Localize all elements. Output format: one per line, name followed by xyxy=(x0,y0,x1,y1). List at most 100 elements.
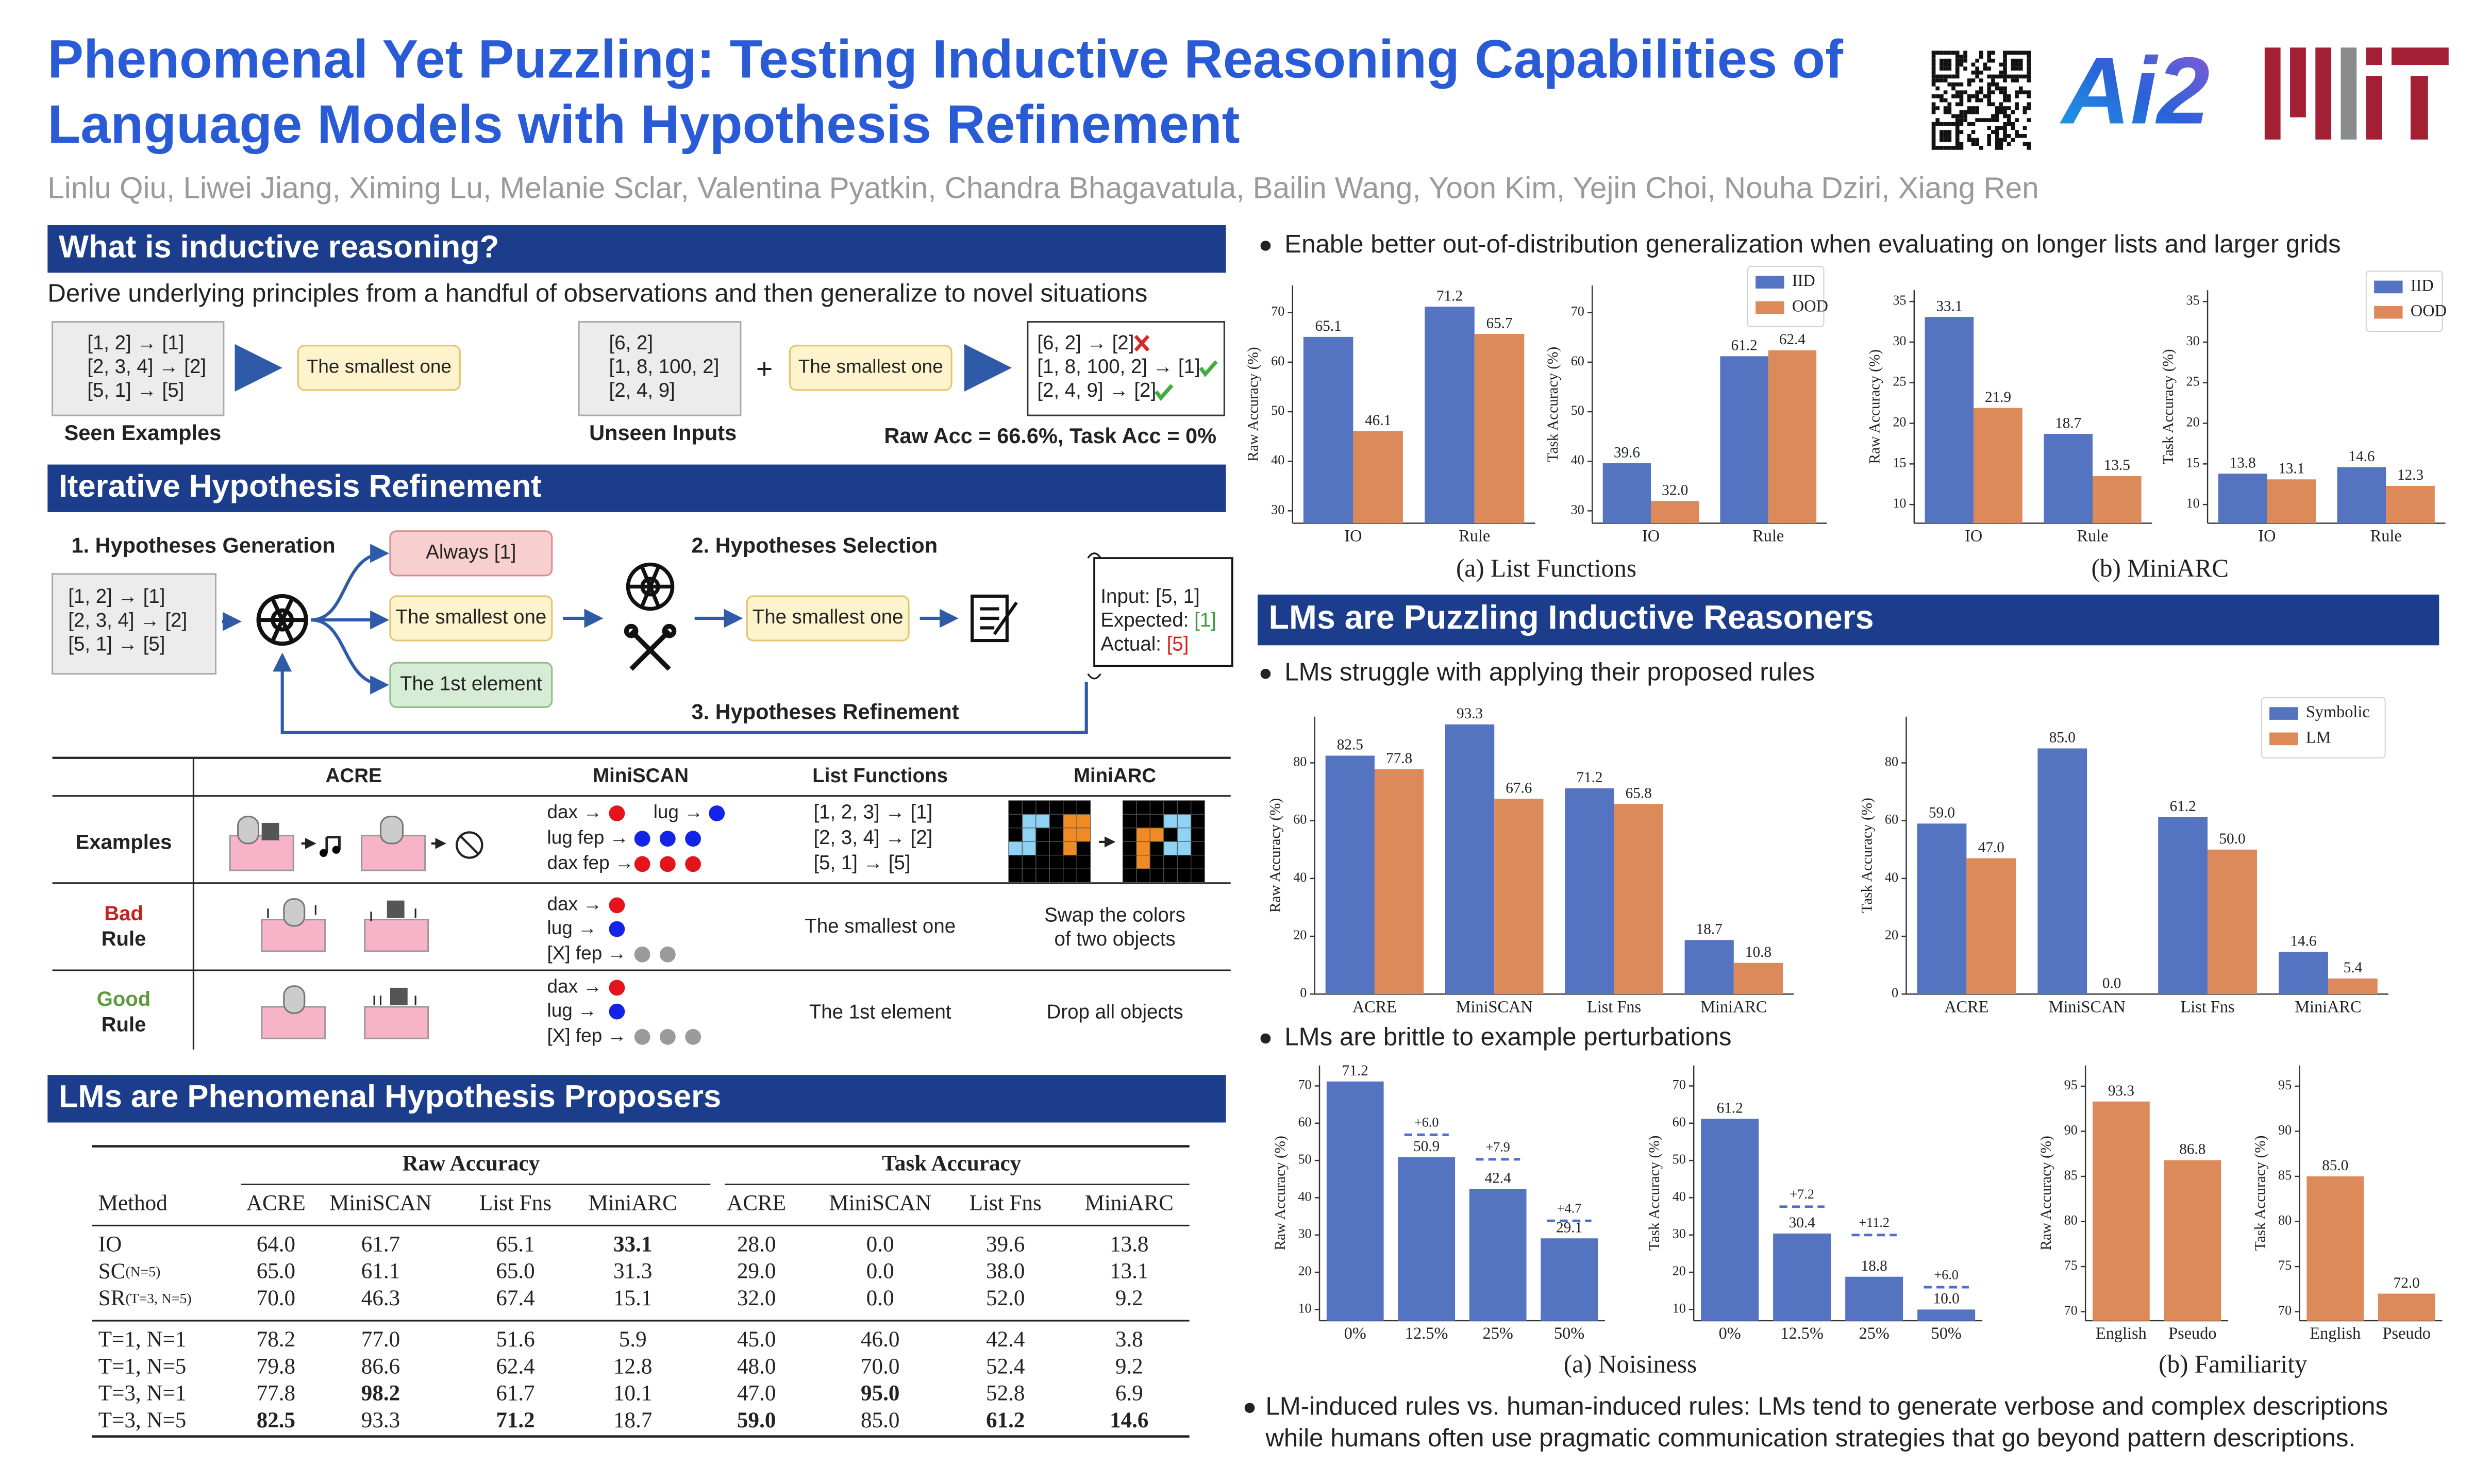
x-tick-label: MiniSCAN xyxy=(2049,997,2126,1016)
qr-cell xyxy=(2003,66,2007,71)
table-cell: 46.0 xyxy=(861,1327,899,1352)
y-tick-label: 70 xyxy=(1298,1077,1311,1092)
qr-cell xyxy=(2003,110,2007,114)
qr-cell xyxy=(1959,118,1964,122)
qr-cell xyxy=(2003,94,2007,98)
arc-cell xyxy=(1049,868,1064,883)
value-label: 33.1 xyxy=(1936,298,1962,314)
y-axis-label: Raw Accuracy (%) xyxy=(1245,347,1262,461)
table-cell: 33.1 xyxy=(613,1232,652,1256)
increase-label: +6.0 xyxy=(1414,1115,1439,1130)
example: [5, 1] → [5] xyxy=(68,633,165,655)
y-tick-label: 30 xyxy=(1571,502,1584,517)
bar xyxy=(2306,1176,2364,1321)
qr-cell xyxy=(1963,90,1967,95)
table-cell: 32.0 xyxy=(737,1286,776,1310)
table-cell: 38.0 xyxy=(986,1259,1025,1284)
miniscan-dot xyxy=(609,980,625,996)
legend-label: OOD xyxy=(1792,296,1828,315)
y-tick-label: 60 xyxy=(1293,812,1307,827)
bullet-text: Enable better out-of-distribution genera… xyxy=(1284,230,2341,258)
qr-cell xyxy=(1987,74,1992,79)
x-tick-label: Rule xyxy=(1752,526,1784,545)
table-cell: 67.4 xyxy=(496,1286,534,1310)
row-label: Rule xyxy=(102,927,146,950)
x-tick-label: IO xyxy=(1344,526,1362,545)
qr-cell xyxy=(2015,58,2019,63)
intro-diagram xyxy=(51,321,1225,416)
x-tick-label: MiniSCAN xyxy=(1456,997,1533,1016)
table-cell: 9.2 xyxy=(1115,1354,1143,1378)
example: [2, 3, 4] → [2] xyxy=(68,609,187,631)
table-cell: 70.0 xyxy=(861,1354,899,1378)
qr-cell xyxy=(2018,58,2023,63)
example: [1, 2] → [1] xyxy=(68,585,165,608)
legend-label: OOD xyxy=(2411,301,2447,320)
arc-cell xyxy=(1063,841,1077,856)
qr-cell xyxy=(2015,78,2019,82)
value-label: 93.3 xyxy=(2108,1083,2134,1099)
qr-cell xyxy=(1931,50,1936,55)
arc-cell xyxy=(1177,814,1192,829)
qr-cell xyxy=(1971,110,1976,114)
qr-cell xyxy=(1943,66,1948,71)
arc-cell xyxy=(1191,868,1205,883)
qr-cell xyxy=(1947,110,1952,114)
bar xyxy=(1326,1081,1384,1321)
qr-cell xyxy=(1931,62,1936,67)
arc-cell xyxy=(1136,828,1150,842)
bullets xyxy=(1244,241,1271,1413)
arc-cell xyxy=(1122,855,1137,869)
qr-cell xyxy=(1955,138,1960,142)
qr-cell xyxy=(2007,122,2011,126)
qr-cell xyxy=(1955,58,1960,63)
bar xyxy=(1325,755,1375,994)
miniscan-command: dax → xyxy=(547,893,603,915)
y-tick-label: 40 xyxy=(1271,452,1284,467)
qr-cell xyxy=(1943,106,1948,110)
qr-cell xyxy=(1935,50,1940,55)
qr-cell xyxy=(1955,134,1960,138)
miniscan-dot xyxy=(660,1028,676,1045)
qr-cell xyxy=(1959,94,1964,98)
y-tick-label: 20 xyxy=(1673,1263,1686,1278)
y-tick-label: 70 xyxy=(1271,304,1284,319)
qr-cell xyxy=(1955,126,1960,130)
qr-cell xyxy=(1959,114,1964,119)
qr-cell xyxy=(1935,94,1940,98)
table-cell: 31.3 xyxy=(613,1259,652,1284)
miniscan-dot xyxy=(660,946,676,963)
arc-cell xyxy=(1136,800,1150,815)
qr-cell xyxy=(1999,110,2003,114)
qr-cell xyxy=(2022,90,2027,95)
qr-cell xyxy=(2011,110,2015,114)
y-axis-label: Raw Accuracy (%) xyxy=(2038,1136,2054,1250)
qr-cell xyxy=(1963,66,1967,71)
method: IO xyxy=(98,1232,122,1256)
qr-cell xyxy=(2003,55,2007,59)
table-cell: 65.0 xyxy=(257,1259,295,1284)
qr-cell xyxy=(2003,86,2007,91)
arc-cell xyxy=(1191,814,1205,829)
legend-swatch xyxy=(2374,280,2403,294)
output: [2, 4, 9] → [2] xyxy=(1037,379,1156,401)
value-label: 71.2 xyxy=(1342,1063,1368,1079)
qr-cell xyxy=(1959,98,1964,103)
arc-cell xyxy=(1022,855,1037,869)
arc-cell xyxy=(1122,828,1137,842)
value-label: 77.8 xyxy=(1386,750,1412,767)
qr-cell xyxy=(1947,66,1952,71)
qr-cell xyxy=(2027,74,2031,79)
qr-cell xyxy=(1955,74,1960,79)
miniscan-dot xyxy=(634,946,650,963)
qr-cell xyxy=(1999,126,2003,130)
qr-cell xyxy=(2015,106,2019,110)
y-axis-label: Task Accuracy (%) xyxy=(1545,347,1561,462)
x-tick-label: MiniARC xyxy=(1700,997,1767,1016)
table-cell: 61.1 xyxy=(361,1259,400,1284)
value-label: 93.3 xyxy=(1457,705,1483,722)
miniscan-command: lug → xyxy=(547,1000,597,1021)
qr-cell xyxy=(1967,98,1971,103)
qr-cell xyxy=(1975,138,1979,142)
qr-cell xyxy=(1987,134,1992,138)
